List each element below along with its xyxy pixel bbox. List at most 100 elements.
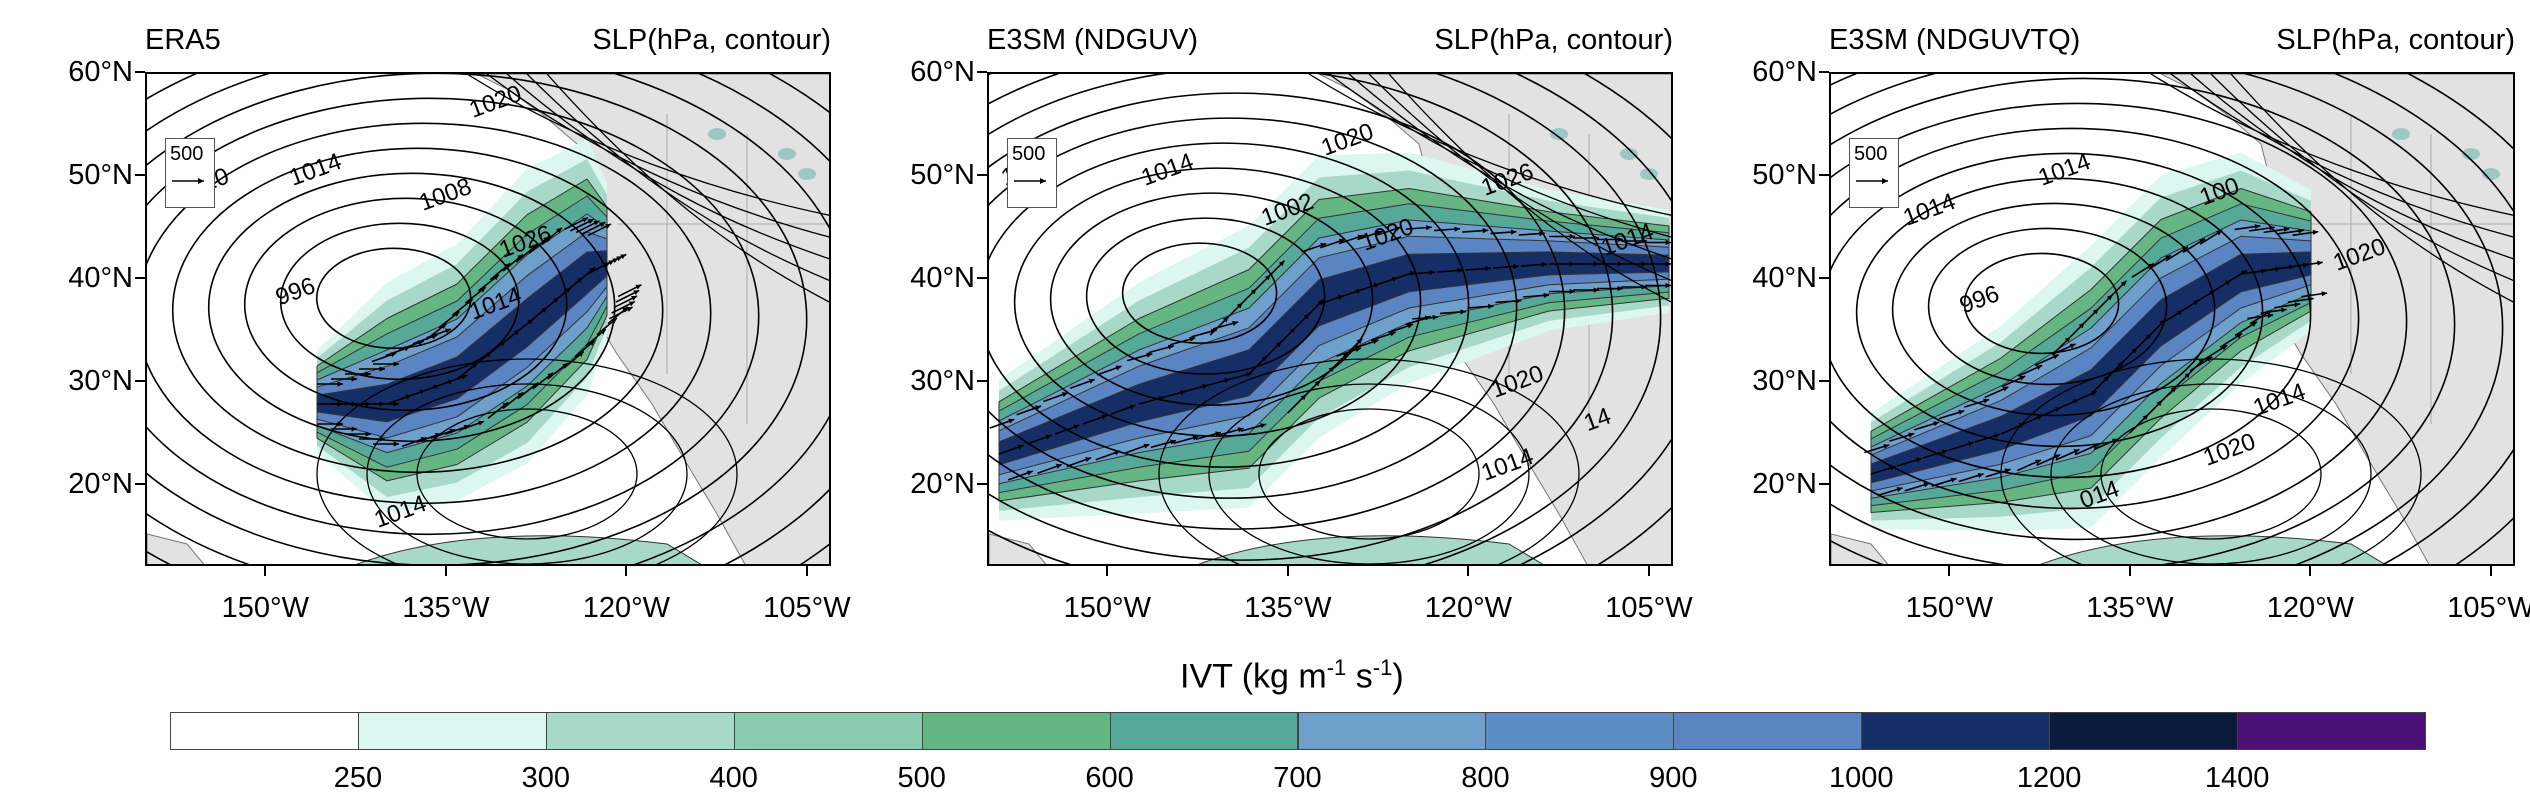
lat-tick — [977, 173, 987, 176]
land-shape — [147, 533, 205, 564]
ivt-vector-head — [2182, 246, 2189, 253]
panel-variable-label: SLP(hPa, contour) — [2276, 24, 2515, 56]
lat-tick — [977, 71, 987, 73]
map-panel: 1020101410021020102610141020102010141450… — [987, 72, 1673, 566]
map-svg: 10201014100210201026101410201020101414 — [989, 74, 1671, 564]
ivt-vector-head — [1482, 228, 1489, 234]
ivt-vector-head — [1977, 472, 1984, 478]
slp-contour — [1348, 74, 1671, 260]
colorbar-box — [1861, 712, 2051, 750]
lon-tick-label: 105°W — [1605, 592, 1693, 624]
ivt-vector-head — [530, 245, 537, 251]
slp-contour — [1831, 77, 2456, 564]
reference-vector-label: 500 — [170, 143, 204, 165]
ivt-vector-head — [1593, 261, 1599, 267]
lat-tick — [135, 71, 145, 73]
ivt-vector-head — [2298, 228, 2304, 234]
lon-tick-label: 135°W — [2086, 592, 2174, 624]
ivt-vector-head — [1260, 423, 1267, 429]
lon-tick — [2309, 566, 2312, 576]
ivt-vector-head — [1389, 331, 1396, 337]
ivt-vector-head — [1541, 261, 1547, 268]
ivt-vector-head — [1061, 392, 1068, 398]
reference-vector-svg — [172, 178, 204, 184]
ivt-vector-head — [1026, 470, 1033, 476]
slp-contour — [1831, 127, 2360, 510]
slp-contour — [486, 74, 829, 238]
ivt-vector-head — [1617, 261, 1623, 267]
lake-shape — [2392, 128, 2410, 140]
ivt-vector-head — [1432, 314, 1439, 321]
ivt-vector-head — [2199, 238, 2206, 244]
lat-tick-label: 60°N — [68, 56, 133, 88]
lon-tick-label: 105°W — [2447, 592, 2530, 624]
lat-tick-label: 60°N — [910, 56, 975, 88]
lat-tick — [1819, 173, 1829, 176]
ivt-vector-head — [337, 421, 343, 427]
ivt-vector-head — [1189, 336, 1196, 342]
ivt-vector-head — [1115, 365, 1122, 371]
lat-tick-label: 30°N — [910, 364, 975, 397]
slp-contour — [989, 74, 1662, 564]
ivt-vector-head — [502, 402, 509, 408]
lon-tick — [2128, 566, 2131, 576]
ivt-vector-head — [2002, 386, 2009, 392]
lon-tick — [1948, 566, 1951, 576]
ivt-vector-head — [1192, 435, 1199, 441]
contour-label: 1014 — [1900, 188, 1959, 232]
ivt-shade — [1870, 251, 2312, 484]
colorbar-tick-label: 400 — [709, 762, 758, 794]
ivt-vector-head — [1593, 235, 1599, 241]
ivt-vector-head — [1641, 284, 1647, 290]
ivt-vector-head — [1908, 432, 1915, 438]
ivt-vector-head — [517, 392, 524, 398]
ivt-vector-head — [1883, 443, 1890, 449]
ivt-vector-head — [593, 220, 600, 226]
ivt-shade — [1198, 535, 1544, 564]
colorbar-box — [733, 712, 923, 750]
reference-vector-svg — [1014, 178, 1046, 184]
colorbar-tick-label: 1000 — [1828, 762, 1894, 794]
ivt-vector-head — [2120, 280, 2127, 287]
colorbar-box — [1673, 712, 1863, 750]
ivt-vector-head — [1232, 320, 1239, 326]
colorbar-title-sup: -1 — [1372, 655, 1393, 680]
ivt-vector-head — [1008, 418, 1015, 424]
ivt-vector-head — [2052, 354, 2059, 360]
lat-tick — [1819, 379, 1829, 382]
reference-vector-svg — [1856, 178, 1888, 184]
colorbar-title-text: ) — [1392, 657, 1404, 696]
ivt-vector-head — [589, 267, 595, 273]
lon-tick — [625, 566, 628, 576]
colorbar-box — [2237, 712, 2426, 750]
ivt-shade — [316, 250, 608, 423]
colorbar-box — [170, 712, 359, 750]
colorbar-box — [1297, 712, 1487, 750]
reference-vector-box: 500 — [1849, 138, 1899, 208]
colorbar-title-text: IVT (kg m — [1180, 657, 1327, 696]
ivt-vector-head — [379, 436, 385, 442]
ivt-vector-head — [504, 263, 511, 269]
ivt-vector-head — [2092, 444, 2099, 449]
ivt-vector-head — [393, 361, 399, 367]
lon-tick — [1467, 566, 1470, 576]
lat-tick — [135, 173, 145, 176]
colorbar-title-text: s — [1346, 657, 1373, 696]
ivt-vector-head — [365, 371, 371, 377]
slp-contour — [1121, 242, 1278, 344]
lake-shape — [1550, 128, 1568, 140]
slp-contour — [1208, 383, 1530, 564]
contour-label: 1008 — [416, 173, 475, 217]
ivt-vector-head — [445, 328, 452, 334]
ivt-vector-head — [2069, 343, 2076, 349]
ivt-vector-head — [1923, 482, 1930, 488]
reference-vector-head — [198, 178, 204, 184]
ivt-vector-head — [1146, 352, 1153, 358]
ivt-shade — [2040, 535, 2386, 564]
ivt-vector-head — [1641, 238, 1647, 244]
ivt-vector-head — [2283, 226, 2290, 233]
ivt-vector-head — [532, 382, 539, 389]
slp-contour — [989, 142, 1470, 468]
